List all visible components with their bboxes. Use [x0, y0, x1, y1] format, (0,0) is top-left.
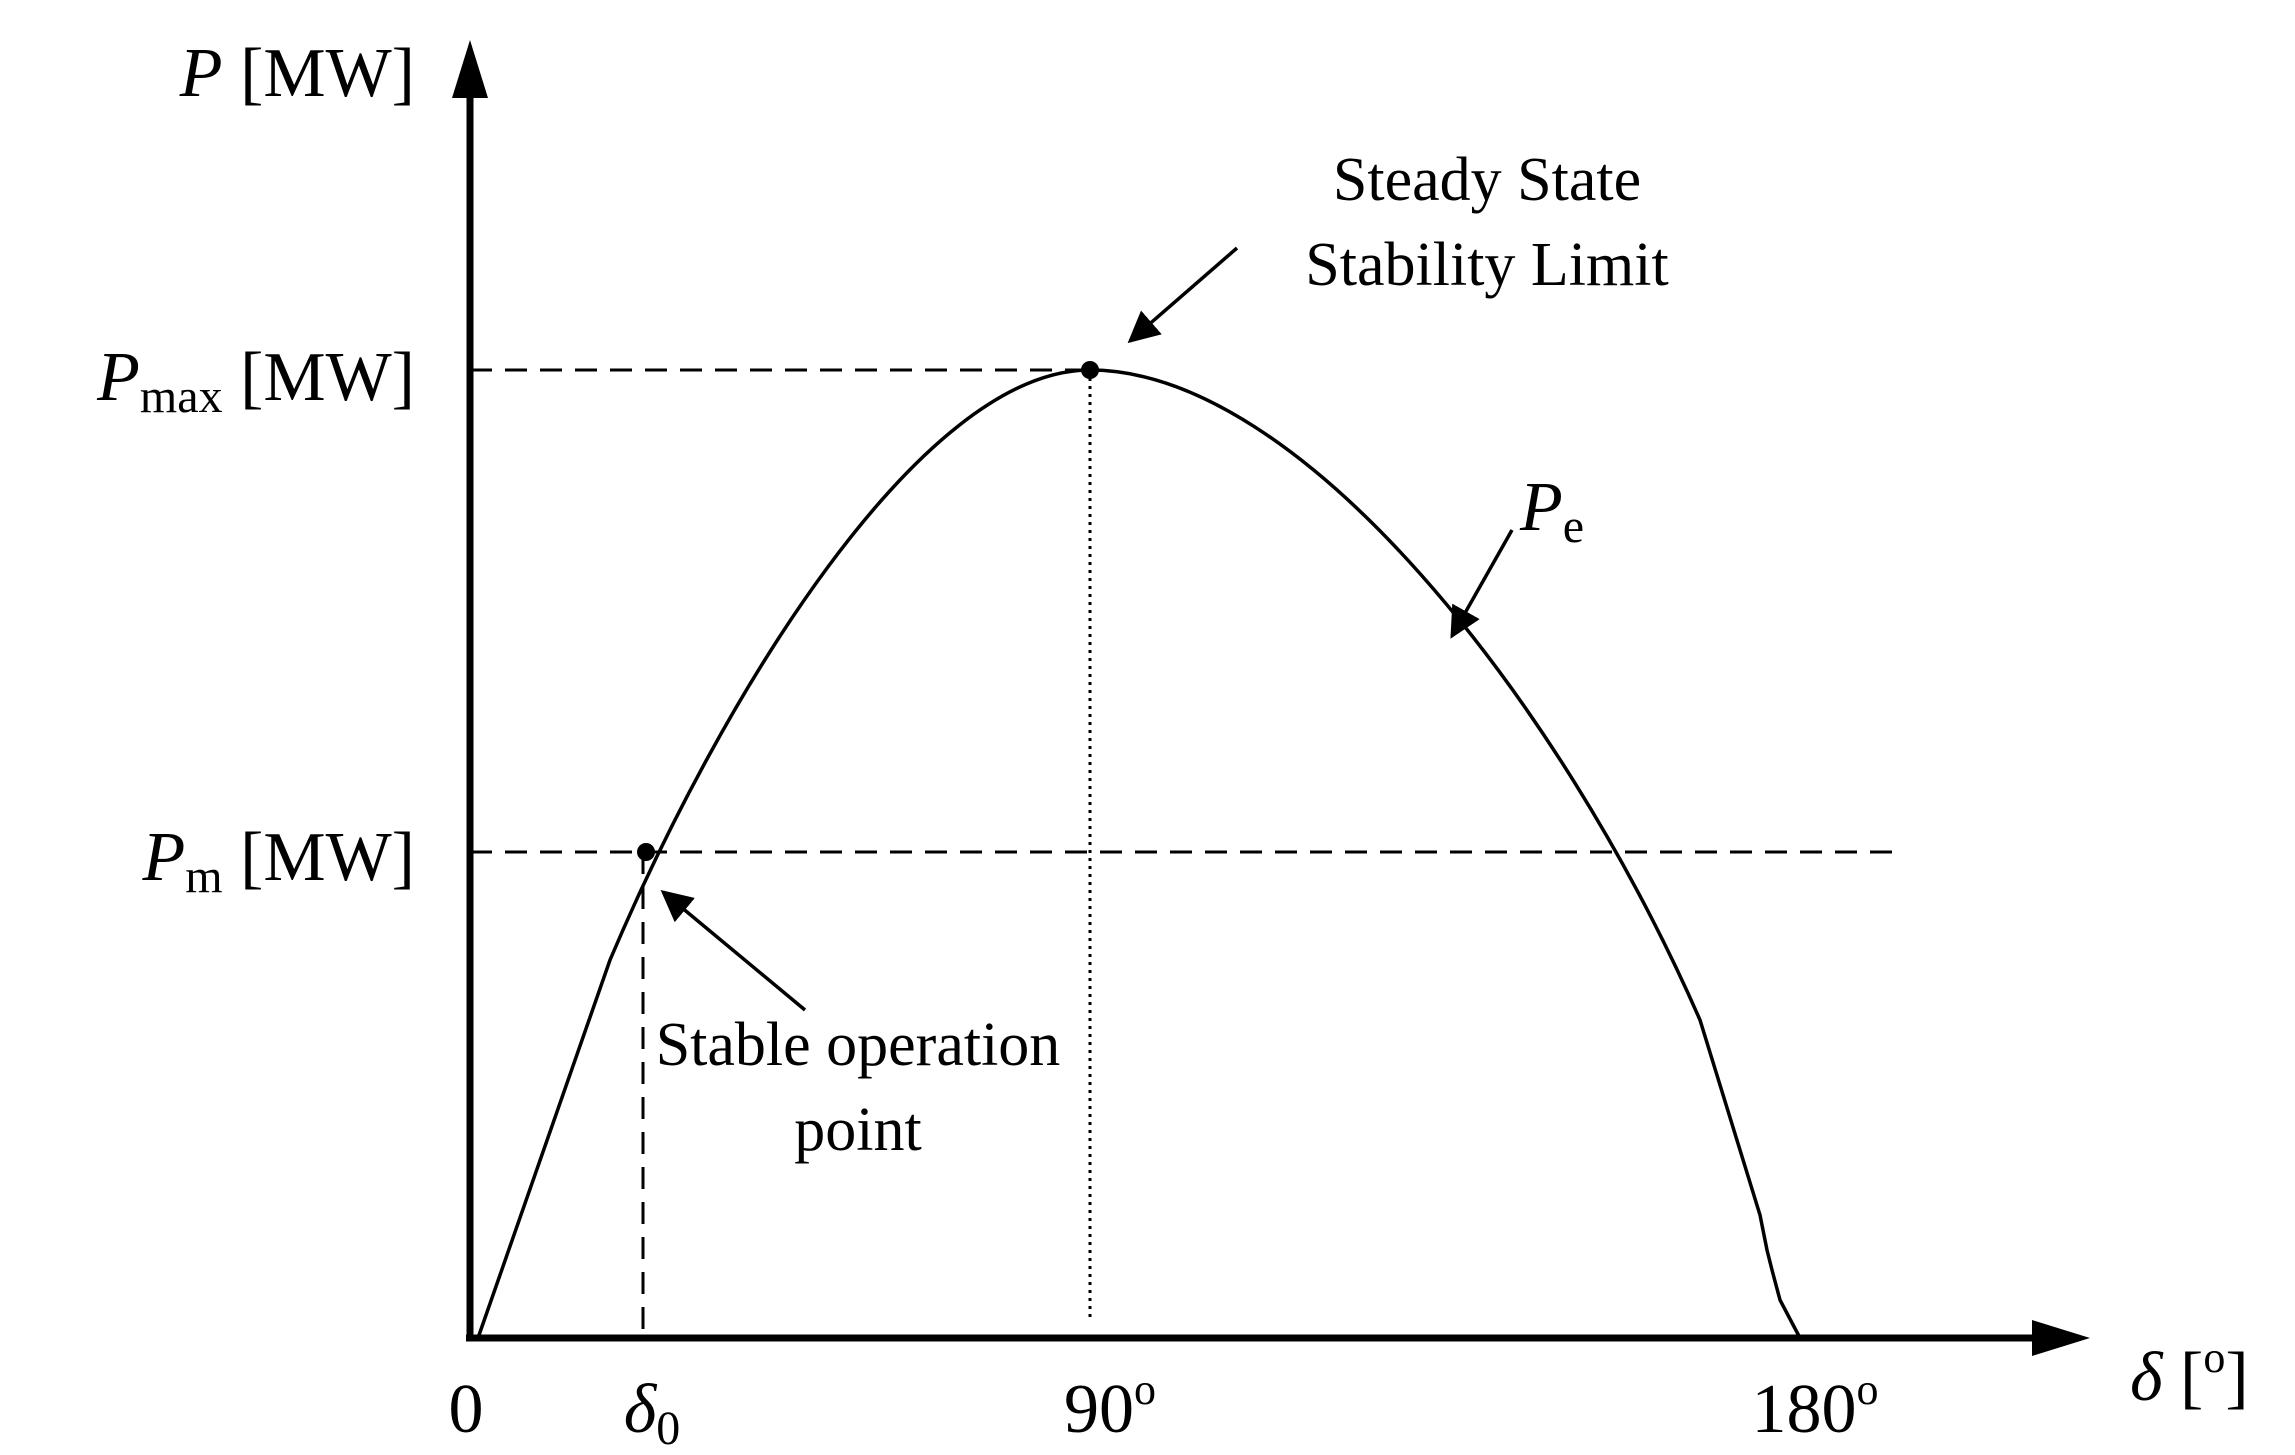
- tick-90-label: 90o: [1064, 1365, 1156, 1448]
- y-axis-arrowhead: [452, 40, 488, 98]
- pe-arrow: [1450, 529, 1514, 639]
- stable-point-label-line1: Stable operation: [656, 1011, 1061, 1079]
- x-axis-title: δ [o]: [2130, 1333, 2249, 1416]
- y-axis-title: P [MW]: [179, 35, 415, 112]
- steady-state-limit-point: [1081, 361, 1099, 379]
- stable-operation-point: [637, 843, 655, 861]
- steady-state-label-line2: Stability Limit: [1305, 231, 1668, 299]
- delta0-label: δ0: [624, 1371, 681, 1455]
- tick-180-label: 180o: [1752, 1365, 1879, 1448]
- pmax-label: Pmax [MW]: [96, 339, 415, 423]
- steady-state-arrow: [1127, 246, 1239, 344]
- x-axis-arrowhead: [2032, 1320, 2090, 1356]
- pe-curve-label: Pe: [1519, 469, 1584, 553]
- stable-point-label-line2: point: [794, 1096, 921, 1164]
- origin-label: 0: [449, 1371, 484, 1448]
- stable-point-arrow: [660, 889, 807, 1012]
- pm-label: Pm [MW]: [141, 819, 415, 903]
- steady-state-label-line1: Steady State: [1333, 146, 1641, 214]
- pe-curve: [476, 368, 1802, 1339]
